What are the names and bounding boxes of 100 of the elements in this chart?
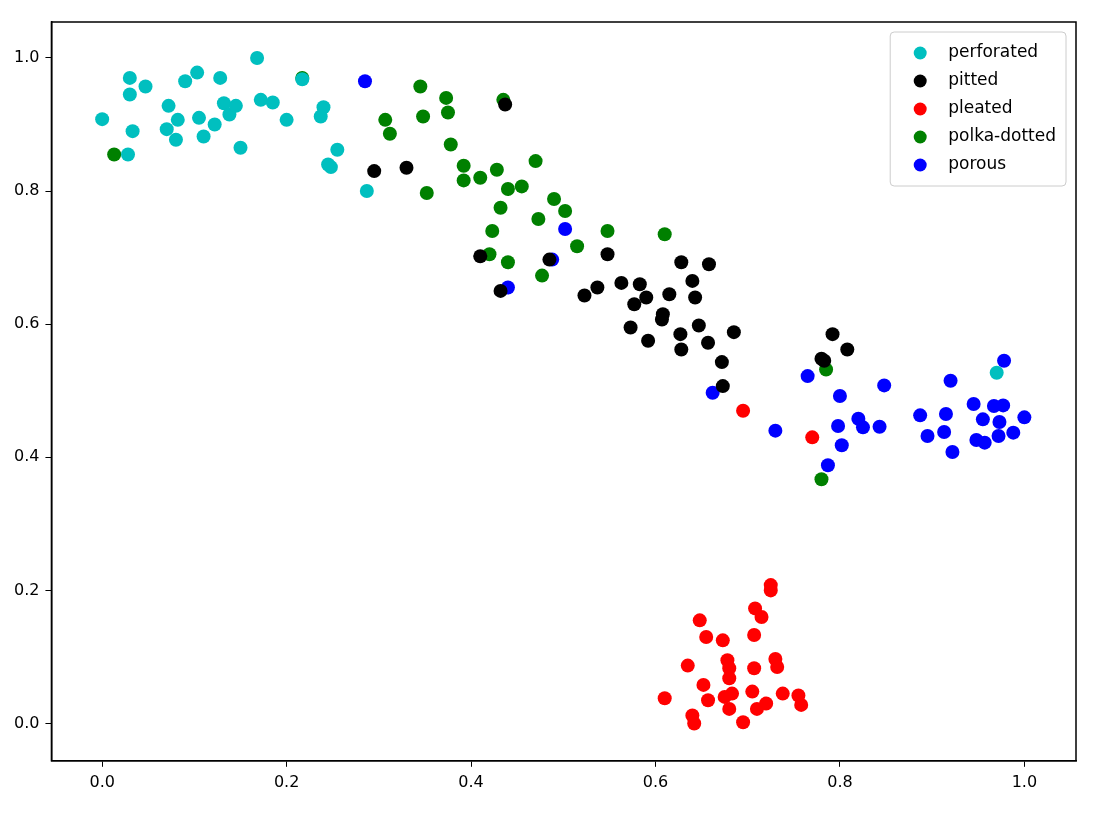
- point: [558, 222, 573, 236]
- point: [500, 182, 515, 197]
- legend-label: pitted: [948, 69, 999, 90]
- point: [443, 137, 458, 152]
- point: [754, 610, 769, 625]
- point: [877, 378, 892, 393]
- point: [632, 277, 647, 292]
- point: [122, 70, 137, 85]
- point: [855, 420, 870, 435]
- point: [997, 353, 1012, 368]
- point: [378, 112, 393, 127]
- y-tick-label: 0.2: [13, 579, 40, 599]
- point: [943, 373, 958, 388]
- legend-label: perforated: [948, 41, 1039, 62]
- point: [228, 98, 243, 113]
- point: [800, 369, 815, 384]
- point: [279, 112, 294, 127]
- point: [439, 90, 454, 105]
- point: [747, 628, 762, 642]
- point: [316, 100, 331, 115]
- point: [768, 423, 783, 438]
- point: [493, 283, 508, 298]
- point: [662, 287, 677, 302]
- point: [213, 70, 228, 85]
- point: [639, 290, 654, 305]
- y-tick-label: 0.4: [13, 446, 40, 466]
- point: [161, 98, 176, 113]
- point: [493, 200, 508, 215]
- point: [991, 428, 1006, 443]
- point: [531, 212, 546, 227]
- legend-label: pleated: [948, 97, 1013, 118]
- point: [699, 630, 714, 644]
- point: [207, 117, 222, 132]
- point: [419, 186, 434, 201]
- point: [692, 613, 707, 628]
- point: [577, 288, 592, 303]
- point: [834, 438, 849, 453]
- point: [701, 257, 716, 272]
- point: [920, 428, 935, 443]
- point: [399, 160, 414, 175]
- point: [359, 184, 374, 199]
- y-tick-label: 0.0: [13, 712, 40, 732]
- point: [736, 403, 751, 418]
- point: [367, 164, 382, 179]
- point: [696, 677, 711, 692]
- point: [125, 124, 140, 139]
- point: [600, 247, 615, 262]
- point: [168, 132, 183, 147]
- point: [456, 173, 471, 188]
- point: [1017, 410, 1032, 425]
- point: [913, 408, 928, 423]
- point: [715, 633, 730, 648]
- point: [138, 79, 153, 94]
- point: [330, 142, 345, 157]
- point: [623, 320, 638, 335]
- point: [535, 268, 550, 283]
- point: [872, 419, 887, 434]
- point: [966, 397, 981, 412]
- point: [722, 671, 737, 686]
- point: [680, 658, 695, 673]
- point: [745, 684, 760, 699]
- point: [673, 327, 688, 342]
- point: [473, 249, 488, 264]
- point: [701, 335, 716, 350]
- y-tick-label: 0.6: [13, 313, 40, 333]
- point: [657, 227, 672, 242]
- point: [726, 325, 741, 340]
- point: [514, 179, 529, 194]
- point: [736, 715, 751, 730]
- point: [600, 223, 615, 238]
- y-tick-label: 0.8: [13, 180, 40, 200]
- point: [570, 239, 585, 254]
- point: [688, 290, 703, 305]
- point: [190, 65, 205, 80]
- point: [747, 661, 762, 676]
- point: [975, 412, 990, 427]
- point: [714, 355, 729, 370]
- point: [641, 333, 656, 348]
- point: [192, 110, 206, 125]
- point: [840, 342, 855, 357]
- point: [945, 444, 960, 459]
- y-tick-label: 1.0: [13, 47, 40, 67]
- point: [614, 275, 629, 290]
- point: [831, 419, 846, 434]
- point: [120, 147, 135, 162]
- point: [253, 92, 268, 107]
- point: [814, 472, 829, 487]
- x-tick-label: 0.8: [827, 771, 853, 791]
- point: [992, 415, 1007, 430]
- point: [159, 122, 174, 137]
- point: [715, 379, 730, 394]
- point: [674, 342, 689, 357]
- point: [687, 716, 702, 731]
- point: [805, 430, 820, 445]
- point: [170, 112, 185, 127]
- point: [473, 170, 488, 185]
- point: [674, 255, 689, 270]
- x-tick-label: 0.6: [642, 771, 669, 791]
- point: [216, 96, 231, 111]
- legend-label: polka-dotted: [948, 125, 1057, 146]
